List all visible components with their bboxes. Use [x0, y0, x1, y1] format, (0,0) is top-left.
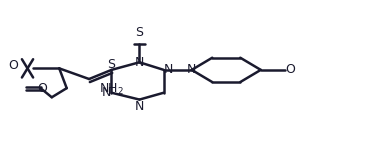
Text: N: N	[135, 56, 144, 69]
Text: O: O	[8, 59, 18, 72]
Text: NH$_2$: NH$_2$	[99, 82, 124, 97]
Text: N: N	[164, 63, 173, 76]
Text: N: N	[135, 100, 144, 113]
Text: O: O	[37, 82, 47, 95]
Text: N: N	[102, 86, 112, 99]
Text: S: S	[108, 58, 115, 71]
Text: S: S	[135, 27, 144, 39]
Text: O: O	[285, 63, 295, 76]
Text: N: N	[187, 63, 196, 76]
